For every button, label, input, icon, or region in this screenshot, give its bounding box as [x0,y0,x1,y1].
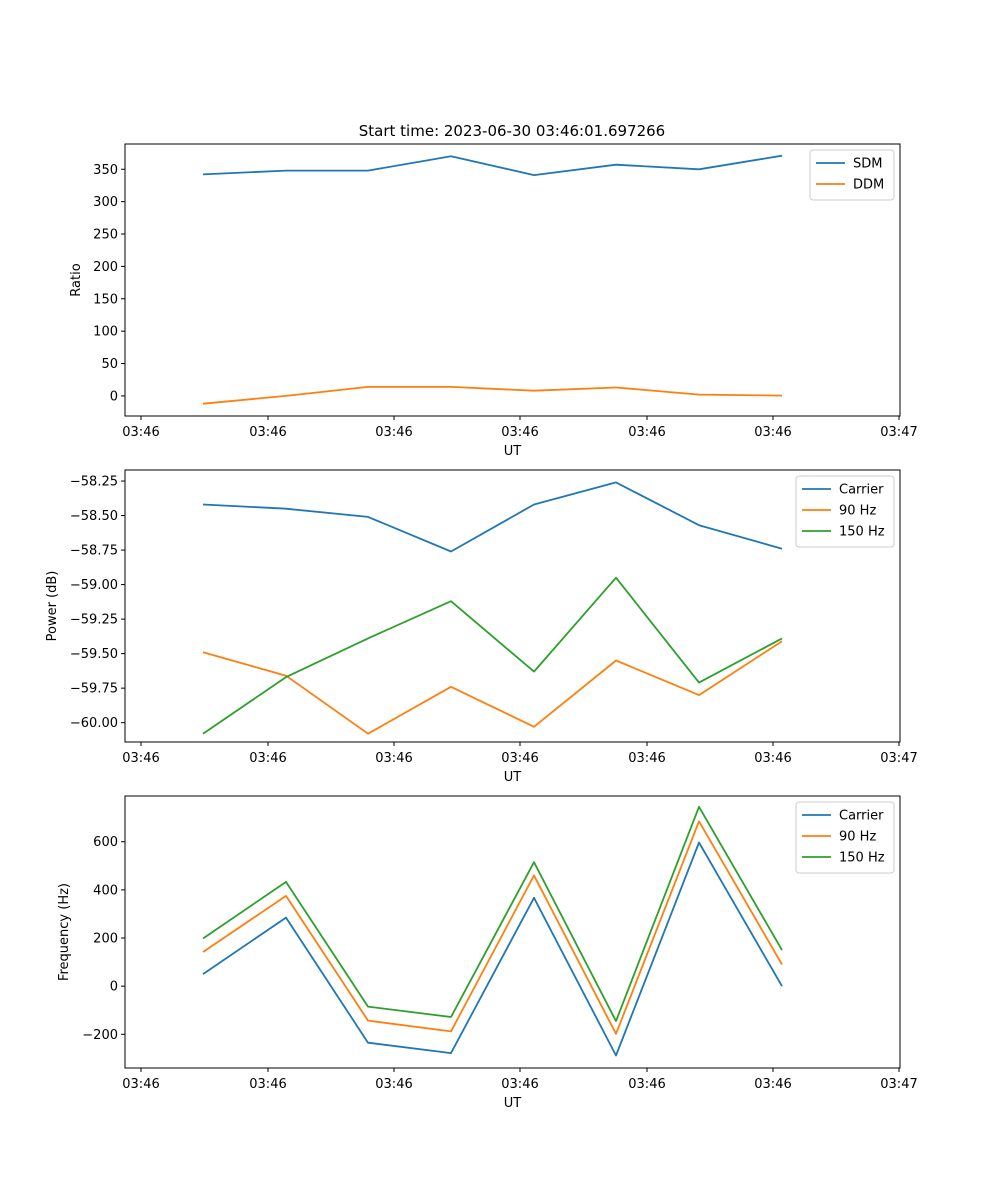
y-tick-label: −59.25 [70,613,118,628]
x-tick-label: 03:46 [628,751,665,766]
legend-label: Carrier [839,483,884,498]
x-tick-label: 03:46 [122,751,159,766]
y-tick-label: 600 [93,835,118,850]
y-tick-label: −59.50 [70,647,118,662]
y-tick-label: 0 [110,389,118,404]
x-axis-label: UT [504,444,522,459]
legend-label: 90 Hz [839,504,876,519]
x-tick-label: 03:47 [880,1077,917,1092]
x-tick-label: 03:46 [501,425,538,440]
series-line-carrier [202,481,783,553]
axes-frame [124,795,901,1069]
x-tick-label: 03:46 [122,1077,159,1092]
panel-3: 03:46 03:46 03:46 03:46 03:46 03:46 03:47 −200 0… [57,795,918,1111]
x-tick-label: 03:46 [375,751,412,766]
x-tick-label: 03:47 [880,425,917,440]
legend-label: Carrier [839,809,884,824]
x-tick-label: 03:46 [249,751,286,766]
legend-label: 150 Hz [839,525,885,540]
x-tick-label: 03:46 [249,1077,286,1092]
x-tick-label: 03:46 [628,1077,665,1092]
y-tick-label: 0 [110,980,118,995]
legend-label: DDM [853,178,884,193]
x-tick-label: 03:46 [754,425,791,440]
x-tick-label: 03:46 [249,425,286,440]
series-line-sdm [202,154,783,177]
x-tick-label: 03:46 [754,1077,791,1092]
y-tick-label: 50 [101,357,118,372]
legend: Carrier 90 Hz 150 Hz [795,475,895,548]
y-tick-label: −59.00 [70,578,118,593]
y-tick-label: 250 [93,228,118,243]
series-line-ddm [202,385,783,405]
y-tick-label: −200 [82,1028,118,1043]
y-tick-label: 350 [93,163,118,178]
legend: Carrier 90 Hz 150 Hz [795,801,895,874]
chart-title: Start time: 2023-06-30 03:46:01.697266 [359,122,665,140]
series-line-90-hz [202,640,783,735]
x-tick-label: 03:46 [375,1077,412,1092]
y-tick-label: 200 [93,260,118,275]
x-tick-label: 03:47 [880,751,917,766]
panel-2: 03:46 03:46 03:46 03:46 03:46 03:46 03:47 −60.0… [45,469,918,785]
y-axis-label: Power (dB) [45,571,60,642]
legend-frame [795,475,895,548]
x-tick-label: 03:46 [122,425,159,440]
y-tick-label: 100 [93,325,118,340]
series-line-carrier [202,841,783,1057]
y-tick-label: 200 [93,932,118,947]
x-axis-label: UT [504,1096,522,1111]
y-tick-label: −60.00 [70,716,118,731]
y-tick-label: 150 [93,292,118,307]
legend: SDM DDM [809,149,895,201]
y-axis-label: Ratio [69,263,84,296]
x-axis-label: UT [504,770,522,785]
axes-frame [124,469,901,743]
legend-frame [795,801,895,874]
y-tick-label: −58.75 [70,544,118,559]
x-tick-label: 03:46 [501,1077,538,1092]
y-tick-label: −58.25 [70,475,118,490]
axes-frame [124,143,901,417]
legend-label: 90 Hz [839,830,876,845]
y-tick-label: −58.50 [70,509,118,524]
x-tick-label: 03:46 [375,425,412,440]
panel-1: 03:46 03:46 03:46 03:46 03:46 03:46 03:47 0 50 10… [69,143,918,459]
y-tick-label: −59.75 [70,682,118,697]
series-line-90-hz [202,820,783,1035]
series-line-150-hz [202,576,783,735]
x-tick-label: 03:46 [628,425,665,440]
legend-label: SDM [853,157,882,172]
y-axis-label: Frequency (Hz) [57,883,72,981]
legend-label: 150 Hz [839,851,885,866]
x-tick-label: 03:46 [501,751,538,766]
series-line-150-hz [202,805,783,1022]
x-tick-label: 03:46 [754,751,791,766]
y-tick-label: 400 [93,883,118,898]
y-tick-label: 300 [93,195,118,210]
panels: 03:46 03:46 03:46 03:46 03:46 03:46 03:47 0 50 10… [45,143,918,1111]
